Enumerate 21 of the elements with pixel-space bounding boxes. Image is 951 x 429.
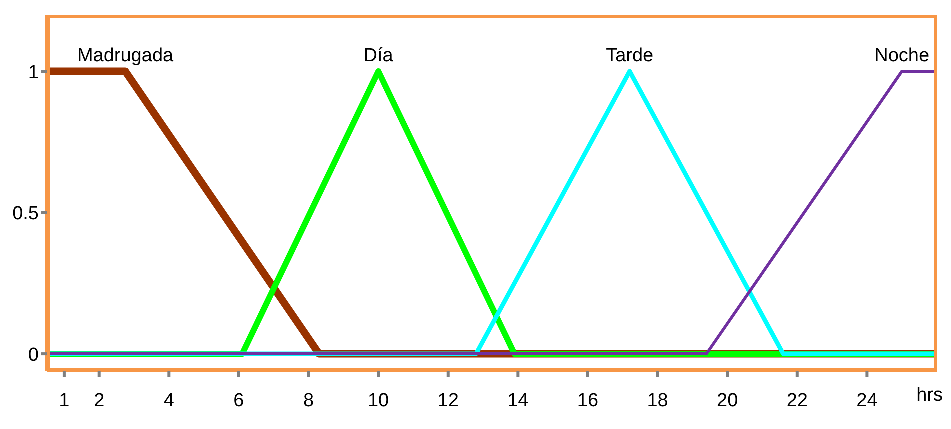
x-tick-label: 2 (94, 390, 105, 412)
x-tick-label: 18 (647, 390, 668, 412)
series-label: Tarde (606, 46, 654, 67)
series-label: Madrugada (77, 46, 174, 67)
x-tick-label: 20 (717, 390, 738, 412)
x-tick-label: 14 (508, 390, 530, 412)
x-tick-label: 22 (786, 390, 808, 412)
x-tick-label: 8 (303, 390, 314, 412)
x-tick-label: 16 (577, 390, 599, 412)
x-tick-label: 12 (438, 390, 459, 412)
y-tick-label: 0 (28, 344, 39, 366)
series-label: Noche (874, 46, 930, 67)
x-tick-label: 4 (164, 390, 175, 412)
x-axis-title: hrs (916, 385, 943, 407)
x-tick-label: 24 (856, 390, 878, 412)
y-tick-label: 0.5 (12, 204, 39, 225)
x-tick-label: 6 (234, 390, 244, 412)
x-tick-label: 10 (368, 390, 390, 412)
y-tick-label: 1 (28, 62, 39, 84)
x-tick-label: 1 (59, 390, 70, 412)
series-label: Día (364, 46, 394, 67)
